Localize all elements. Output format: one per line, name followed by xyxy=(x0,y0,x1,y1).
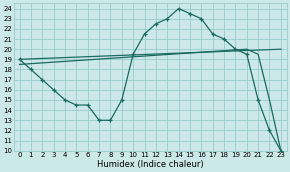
X-axis label: Humidex (Indice chaleur): Humidex (Indice chaleur) xyxy=(97,159,204,169)
